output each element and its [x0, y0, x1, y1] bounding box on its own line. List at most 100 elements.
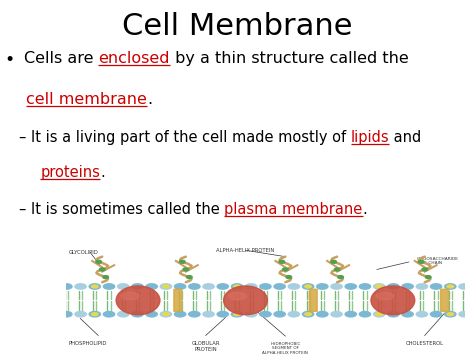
Circle shape	[401, 283, 414, 290]
Circle shape	[447, 312, 454, 316]
Circle shape	[458, 311, 471, 318]
Circle shape	[302, 283, 314, 290]
Circle shape	[345, 283, 357, 290]
Text: OLIGOSACCHARIDE
SIDE CHAIN: OLIGOSACCHARIDE SIDE CHAIN	[417, 257, 459, 265]
Circle shape	[245, 311, 257, 318]
Circle shape	[375, 312, 383, 316]
Circle shape	[302, 311, 314, 318]
Text: plasma membrane: plasma membrane	[224, 202, 363, 217]
Text: PHOSPHOLIPID: PHOSPHOLIPID	[68, 341, 107, 346]
Circle shape	[330, 283, 343, 290]
Circle shape	[160, 311, 172, 318]
Circle shape	[373, 311, 385, 318]
Circle shape	[103, 283, 115, 290]
Ellipse shape	[116, 286, 160, 315]
Circle shape	[279, 260, 284, 263]
Ellipse shape	[228, 293, 246, 300]
Circle shape	[345, 311, 357, 318]
Circle shape	[273, 283, 286, 290]
Circle shape	[273, 311, 286, 318]
Circle shape	[146, 311, 158, 318]
Ellipse shape	[224, 286, 267, 315]
Circle shape	[447, 284, 454, 289]
Circle shape	[96, 260, 101, 263]
Circle shape	[131, 283, 144, 290]
Text: ALPHA-HELIX PROTEIN: ALPHA-HELIX PROTEIN	[217, 248, 274, 253]
Circle shape	[60, 283, 73, 290]
Circle shape	[188, 311, 201, 318]
Circle shape	[401, 311, 414, 318]
Circle shape	[458, 283, 471, 290]
Circle shape	[233, 284, 241, 289]
Circle shape	[259, 283, 272, 290]
Ellipse shape	[371, 286, 415, 315]
Circle shape	[103, 311, 115, 318]
Text: Cells are: Cells are	[24, 51, 98, 66]
Text: proteins: proteins	[40, 165, 100, 180]
Circle shape	[188, 283, 201, 290]
Text: and: and	[389, 130, 421, 144]
FancyBboxPatch shape	[441, 289, 448, 311]
Circle shape	[74, 311, 87, 318]
Text: •: •	[5, 51, 15, 70]
Text: by a thin structure called the: by a thin structure called the	[170, 51, 409, 66]
Text: – It is a living part of the cell made mostly of: – It is a living part of the cell made m…	[19, 130, 351, 144]
Text: cell membrane: cell membrane	[26, 92, 147, 107]
Circle shape	[419, 260, 424, 263]
Text: lipids: lipids	[351, 130, 389, 144]
Text: Cell Membrane: Cell Membrane	[122, 12, 352, 42]
Ellipse shape	[376, 293, 394, 300]
Circle shape	[103, 275, 109, 279]
Circle shape	[373, 283, 385, 290]
FancyBboxPatch shape	[174, 289, 182, 311]
Text: HYDROPHOBIC
SEGMENT OF
ALPHA-HELIX PROTEIN: HYDROPHOBIC SEGMENT OF ALPHA-HELIX PROTE…	[263, 342, 308, 355]
Circle shape	[60, 311, 73, 318]
Text: .: .	[363, 202, 367, 217]
Circle shape	[416, 311, 428, 318]
Circle shape	[330, 311, 343, 318]
Circle shape	[231, 283, 243, 290]
Circle shape	[387, 283, 400, 290]
Circle shape	[202, 283, 215, 290]
Circle shape	[131, 311, 144, 318]
Circle shape	[91, 284, 99, 289]
Circle shape	[183, 268, 189, 271]
Circle shape	[359, 311, 371, 318]
Circle shape	[162, 284, 170, 289]
Circle shape	[316, 283, 328, 290]
Ellipse shape	[121, 293, 139, 300]
Circle shape	[160, 283, 172, 290]
Text: – It is sometimes called the: – It is sometimes called the	[19, 202, 224, 217]
Circle shape	[117, 283, 129, 290]
Circle shape	[375, 284, 383, 289]
Circle shape	[233, 312, 241, 316]
Circle shape	[304, 312, 312, 316]
Circle shape	[89, 311, 101, 318]
Circle shape	[387, 311, 400, 318]
Text: GLYCOLIPID: GLYCOLIPID	[68, 250, 98, 255]
Circle shape	[259, 311, 272, 318]
Circle shape	[304, 284, 312, 289]
Circle shape	[217, 283, 229, 290]
Text: CHOLESTEROL: CHOLESTEROL	[406, 341, 444, 346]
Text: .: .	[147, 92, 152, 107]
Circle shape	[316, 311, 328, 318]
Circle shape	[89, 283, 101, 290]
Circle shape	[338, 275, 343, 279]
Circle shape	[334, 268, 340, 271]
Circle shape	[288, 311, 300, 318]
Circle shape	[283, 268, 288, 271]
Circle shape	[286, 275, 292, 279]
Circle shape	[288, 283, 300, 290]
Circle shape	[162, 312, 170, 316]
Circle shape	[217, 311, 229, 318]
Circle shape	[117, 311, 129, 318]
Circle shape	[180, 260, 185, 263]
Circle shape	[416, 283, 428, 290]
Circle shape	[187, 275, 192, 279]
Circle shape	[430, 311, 442, 318]
Text: enclosed: enclosed	[98, 51, 170, 66]
Circle shape	[91, 312, 99, 316]
FancyBboxPatch shape	[309, 289, 317, 311]
Circle shape	[146, 283, 158, 290]
